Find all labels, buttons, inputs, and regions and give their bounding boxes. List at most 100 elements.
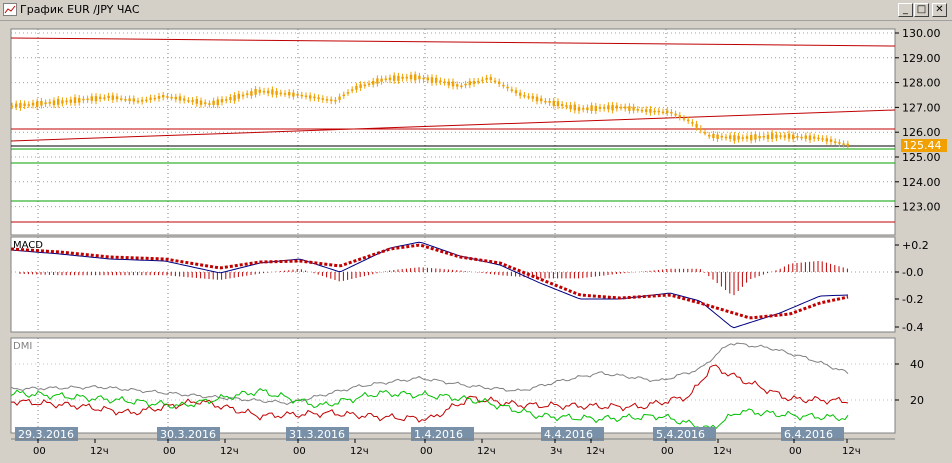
candle-body: [241, 94, 245, 97]
date-badge: [15, 427, 78, 441]
candle-body: [132, 98, 135, 102]
candle-body: [258, 89, 261, 93]
candle-body: [199, 100, 203, 105]
candle-body: [632, 106, 635, 111]
macd-tick-label: -0.2: [902, 293, 923, 306]
candle-body: [393, 75, 396, 81]
candle-body: [78, 98, 81, 103]
close-button[interactable]: ✕: [932, 3, 947, 17]
candle-body: [31, 102, 35, 106]
candle-body: [397, 75, 400, 81]
candle-body: [636, 109, 639, 111]
candle-body: [796, 136, 799, 138]
candle-body: [367, 83, 371, 85]
date-badge-label: 6.4.2016: [784, 428, 833, 441]
chart-area[interactable]: 130.00 129.00 128.00 127.00 126.00 125.00 124.…: [0, 21, 952, 463]
candle-body: [603, 107, 606, 109]
candle-body: [178, 96, 182, 101]
candle-body: [166, 96, 169, 98]
candle-body: [527, 96, 530, 98]
date-badge: [781, 427, 844, 441]
candle-body: [405, 76, 408, 79]
candle-body: [691, 122, 694, 124]
candle-body: [65, 100, 68, 103]
candle-body: [338, 96, 341, 100]
candle-body: [380, 78, 383, 82]
candle-body: [775, 134, 778, 139]
candle-body: [94, 96, 98, 102]
hour-tick-label: 3ч: [550, 446, 562, 457]
price-tick-label: 124.00: [902, 176, 941, 189]
candle-body: [275, 90, 278, 95]
candle-body: [304, 95, 308, 98]
date-badge: [541, 427, 604, 441]
candle-body: [640, 109, 644, 112]
candle-body: [687, 119, 690, 122]
candle-body: [317, 97, 320, 99]
candle-body: [233, 95, 236, 101]
candle-body: [699, 128, 702, 131]
candle-body: [111, 95, 114, 100]
candle-body: [552, 100, 555, 106]
candle-body: [372, 80, 375, 85]
candle-body: [586, 107, 589, 111]
candle-body: [153, 97, 156, 100]
chart-canvas[interactable]: 130.00 129.00 128.00 127.00 126.00 125.00 124.…: [0, 21, 952, 463]
candle-body: [741, 137, 744, 139]
candle-body: [565, 105, 568, 107]
date-badge: [653, 427, 716, 441]
candle-body: [489, 77, 492, 80]
date-badge: [157, 427, 220, 441]
candle-body: [477, 80, 480, 83]
candle-body: [246, 93, 249, 96]
candle-body: [792, 134, 795, 140]
candle-body: [615, 105, 618, 109]
candle-body: [447, 81, 450, 86]
candle-body: [363, 84, 366, 87]
candle-body: [401, 76, 404, 79]
candle-body: [771, 133, 774, 139]
minimize-button[interactable]: _: [898, 3, 913, 17]
candle-body: [619, 106, 623, 109]
maximize-button[interactable]: □: [914, 3, 929, 17]
candle-body: [384, 78, 387, 80]
candle-body: [124, 99, 127, 101]
candle-body: [703, 132, 707, 134]
macd-signal-line: [10, 243, 849, 320]
candle-body: [598, 106, 602, 109]
candle-body: [388, 77, 392, 81]
candle-body: [493, 80, 497, 83]
candle-body: [208, 103, 211, 105]
candle-body: [817, 137, 820, 140]
date-badge: [286, 427, 349, 441]
candle-body: [611, 104, 614, 111]
candle-body: [23, 103, 26, 106]
candle-body: [766, 134, 770, 139]
title-bar[interactable]: График EUR /JPY ЧАС _ □ ✕: [0, 0, 952, 21]
candle-body: [779, 135, 782, 137]
candle-body: [162, 95, 165, 98]
candle-body: [716, 134, 719, 139]
candle-body: [456, 84, 459, 87]
chart-app-icon: [3, 3, 17, 16]
hour-tick-label: 00: [163, 446, 176, 457]
candle-body: [485, 77, 488, 80]
candle-body: [52, 100, 56, 106]
candle-body: [376, 78, 379, 84]
current-price-badge: [901, 139, 947, 152]
candle-body: [573, 104, 576, 111]
candle-body: [220, 99, 224, 103]
candle-body: [10, 105, 14, 108]
hour-tick-label: 12ч: [586, 446, 605, 457]
date-badge-label: 30.3.2016: [160, 428, 216, 441]
hour-tick-label: 12ч: [350, 446, 369, 457]
candle-body: [729, 135, 732, 139]
candle-body: [661, 111, 665, 114]
date-badge-label: 1.4.2016: [414, 428, 463, 441]
candle-body: [435, 77, 438, 83]
candle-body: [653, 110, 656, 113]
candle-body: [414, 74, 417, 81]
candle-body: [330, 99, 333, 102]
candle-body: [288, 92, 291, 96]
hour-tick-label: 12ч: [477, 446, 496, 457]
